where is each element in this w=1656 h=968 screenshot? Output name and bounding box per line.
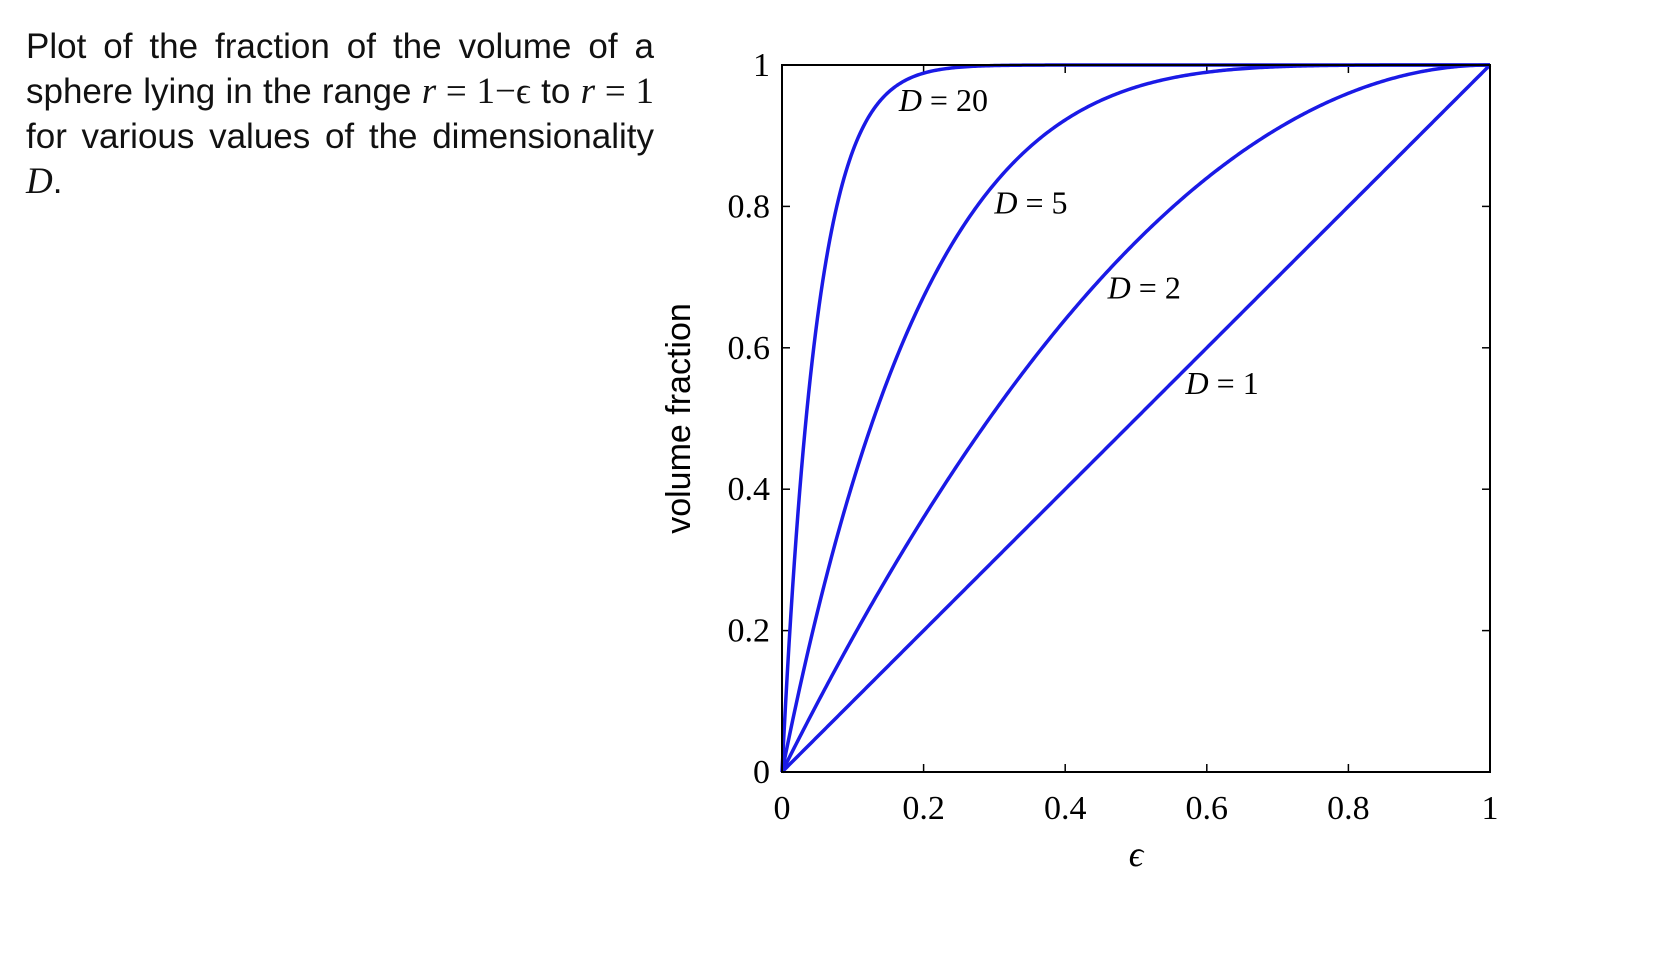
curve-label-value: = 5 [1018, 184, 1068, 220]
x-axis-label: ϵ [1129, 834, 1145, 874]
caption-line-1: Plot of the fraction of the volume of [26, 27, 618, 66]
caption-math-dim: D [26, 161, 53, 202]
x-tick-label: 0 [774, 790, 791, 827]
plot-frame [781, 64, 1491, 773]
x-tick-label: 0.4 [1044, 790, 1087, 827]
curve-layer [780, 63, 1492, 774]
axes-layer: 0 0.2 0.4 0.6 0.8 1 0 0.2 0.4 0.6 0.8 1 [728, 47, 1499, 827]
caption-math-var-r2: r [580, 71, 596, 112]
y-tick-label: 0.8 [728, 188, 771, 225]
curve-label-var: D [993, 184, 1017, 220]
caption-line-4-text: dimensionality [432, 117, 654, 156]
x-tick-label: 1 [1482, 790, 1499, 827]
curve-label-d-20: D = 20 [898, 82, 988, 118]
curve-label-var: D [1185, 365, 1209, 401]
y-tick-label: 1 [753, 47, 770, 84]
caption-line-3-to: to [541, 72, 571, 111]
curve-label-layer: D = 20D = 5D = 2D = 1 [898, 82, 1259, 401]
curve-label-var: D [1107, 269, 1131, 305]
curve-label-d-1: D = 1 [1185, 365, 1259, 401]
curve-label-value: = 2 [1131, 269, 1181, 305]
curve-label-value: = 1 [1209, 365, 1259, 401]
curve-d-2 [780, 63, 1490, 773]
caption-math-var-d: D [26, 161, 53, 202]
x-tick-label: 0.6 [1186, 790, 1229, 827]
figure-caption: Plot of the fraction of the volume of a … [26, 24, 654, 204]
y-tick-label: 0.6 [728, 330, 771, 367]
curve-label-d-5: D = 5 [993, 184, 1067, 220]
caption-period: . [52, 162, 63, 201]
curve-label-var: D [898, 82, 922, 118]
y-tick-label: 0.4 [728, 471, 771, 508]
y-tick-label: 0.2 [728, 613, 771, 650]
caption-line-2-text: a sphere lying in the range [26, 27, 654, 111]
caption-math-var-r: r [421, 71, 437, 112]
caption-math-end-rest: = 1 [595, 71, 654, 112]
curve-label-value: = 20 [922, 82, 988, 118]
caption-math-end: r = 1 [581, 71, 654, 112]
curve-label-d-2: D = 2 [1107, 269, 1181, 305]
x-tick-label: 0.8 [1327, 790, 1370, 827]
caption-math-range: r = 1−ϵ [422, 71, 531, 112]
curve-d-1 [780, 63, 1492, 774]
y-tick-label: 0 [753, 754, 770, 791]
y-axis-label: volume fraction [660, 303, 698, 534]
x-tick-label: 0.2 [902, 790, 945, 827]
caption-line-3-text: for various values of the [26, 117, 418, 156]
caption-math-range-rest: = 1−ϵ [436, 71, 531, 112]
